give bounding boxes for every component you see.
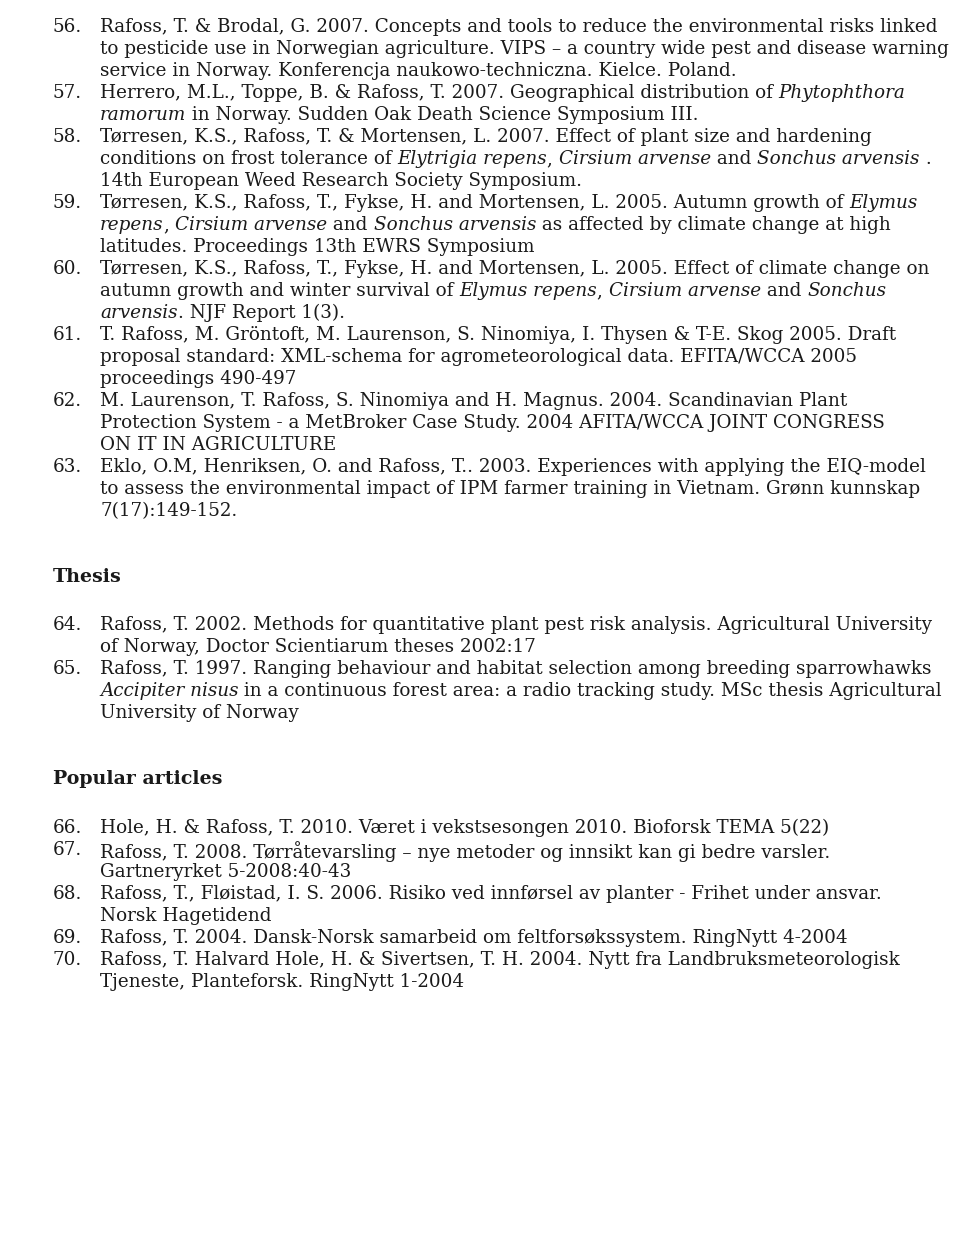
- Text: 66.: 66.: [53, 818, 83, 837]
- Text: University of Norway: University of Norway: [100, 704, 299, 723]
- Text: Tørresen, K.S., Rafoss, T., Fykse, H. and Mortensen, L. 2005. Effect of climate : Tørresen, K.S., Rafoss, T., Fykse, H. an…: [100, 260, 929, 278]
- Text: 68.: 68.: [53, 884, 83, 903]
- Text: Popular articles: Popular articles: [53, 770, 223, 789]
- Text: 64.: 64.: [53, 616, 83, 635]
- Text: Accipiter nisus: Accipiter nisus: [100, 682, 238, 700]
- Text: Tørresen, K.S., Rafoss, T., Fykse, H. and Mortensen, L. 2005. Autumn growth of: Tørresen, K.S., Rafoss, T., Fykse, H. an…: [100, 194, 850, 212]
- Text: 56.: 56.: [53, 17, 83, 36]
- Text: Norsk Hagetidend: Norsk Hagetidend: [100, 907, 272, 925]
- Text: 70.: 70.: [53, 951, 83, 969]
- Text: proposal standard: XML-schema for agrometeorological data. EFITA/WCCA 2005: proposal standard: XML-schema for agrome…: [100, 348, 857, 366]
- Text: to assess the environmental impact of IPM farmer training in Vietnam. Grønn kunn: to assess the environmental impact of IP…: [100, 479, 920, 498]
- Text: Elytrigia repens: Elytrigia repens: [397, 150, 547, 168]
- Text: Rafoss, T., Fløistad, I. S. 2006. Risiko ved innførsel av planter - Frihet under: Rafoss, T., Fløistad, I. S. 2006. Risiko…: [100, 884, 881, 903]
- Text: Elymus repens: Elymus repens: [459, 282, 597, 301]
- Text: in a continuous forest area: a radio tracking study. MSc thesis Agricultural: in a continuous forest area: a radio tra…: [238, 682, 942, 700]
- Text: Sonchus arvensis: Sonchus arvensis: [757, 150, 920, 168]
- Text: Tørresen, K.S., Rafoss, T. & Mortensen, L. 2007. Effect of plant size and harden: Tørresen, K.S., Rafoss, T. & Mortensen, …: [100, 128, 872, 147]
- Text: 58.: 58.: [53, 128, 83, 147]
- Text: Phytophthora: Phytophthora: [779, 84, 905, 102]
- Text: and: and: [327, 216, 373, 233]
- Text: Eklo, O.M, Henriksen, O. and Rafoss, T.. 2003. Experiences with applying the EIQ: Eklo, O.M, Henriksen, O. and Rafoss, T..…: [100, 458, 925, 476]
- Text: ,: ,: [547, 150, 559, 168]
- Text: latitudes. Proceedings 13th EWRS Symposium: latitudes. Proceedings 13th EWRS Symposi…: [100, 238, 535, 256]
- Text: Herrero, M.L., Toppe, B. & Rafoss, T. 2007. Geographical distribution of: Herrero, M.L., Toppe, B. & Rafoss, T. 20…: [100, 84, 779, 102]
- Text: 65.: 65.: [53, 661, 83, 678]
- Text: autumn growth and winter survival of: autumn growth and winter survival of: [100, 282, 459, 301]
- Text: Sonchus: Sonchus: [807, 282, 886, 301]
- Text: to pesticide use in Norwegian agriculture. VIPS – a country wide pest and diseas: to pesticide use in Norwegian agricultur…: [100, 40, 948, 58]
- Text: arvensis: arvensis: [100, 304, 178, 322]
- Text: 67.: 67.: [53, 841, 83, 858]
- Text: and: and: [760, 282, 807, 301]
- Text: .: .: [920, 150, 931, 168]
- Text: Hole, H. & Rafoss, T. 2010. Været i vekstsesongen 2010. Bioforsk TEMA 5(22): Hole, H. & Rafoss, T. 2010. Været i veks…: [100, 818, 829, 837]
- Text: proceedings 490-497: proceedings 490-497: [100, 370, 297, 388]
- Text: Cirsium arvense: Cirsium arvense: [609, 282, 760, 301]
- Text: Tjeneste, Planteforsk. RingNytt 1-2004: Tjeneste, Planteforsk. RingNytt 1-2004: [100, 972, 464, 991]
- Text: as affected by climate change at high: as affected by climate change at high: [536, 216, 891, 233]
- Text: Rafoss, T. 2002. Methods for quantitative plant pest risk analysis. Agricultural: Rafoss, T. 2002. Methods for quantitativ…: [100, 616, 932, 635]
- Text: Protection System - a MetBroker Case Study. 2004 AFITA/WCCA JOINT CONGRESS: Protection System - a MetBroker Case Stu…: [100, 414, 885, 432]
- Text: 62.: 62.: [53, 392, 83, 410]
- Text: 69.: 69.: [53, 929, 83, 946]
- Text: 14th European Weed Research Society Symposium.: 14th European Weed Research Society Symp…: [100, 171, 582, 190]
- Text: in Norway. Sudden Oak Death Science Symposium III.: in Norway. Sudden Oak Death Science Symp…: [186, 106, 699, 124]
- Text: conditions on frost tolerance of: conditions on frost tolerance of: [100, 150, 397, 168]
- Text: and: and: [711, 150, 757, 168]
- Text: ,: ,: [597, 282, 609, 301]
- Text: Rafoss, T. 2004. Dansk-Norsk samarbeid om feltforsøkssystem. RingNytt 4-2004: Rafoss, T. 2004. Dansk-Norsk samarbeid o…: [100, 929, 848, 946]
- Text: Cirsium arvense: Cirsium arvense: [559, 150, 711, 168]
- Text: . NJF Report 1(3).: . NJF Report 1(3).: [178, 304, 345, 322]
- Text: Cirsium arvense: Cirsium arvense: [176, 216, 327, 233]
- Text: T. Rafoss, M. Gröntoft, M. Laurenson, S. Ninomiya, I. Thysen & T-E. Skog 2005. D: T. Rafoss, M. Gröntoft, M. Laurenson, S.…: [100, 325, 896, 344]
- Text: Rafoss, T. 1997. Ranging behaviour and habitat selection among breeding sparrowh: Rafoss, T. 1997. Ranging behaviour and h…: [100, 661, 931, 678]
- Text: ON IT IN AGRICULTURE: ON IT IN AGRICULTURE: [100, 436, 336, 455]
- Text: repens: repens: [100, 216, 163, 233]
- Text: Rafoss, T. 2008. Tørråtevarsling – nye metoder og innsikt kan gi bedre varsler.: Rafoss, T. 2008. Tørråtevarsling – nye m…: [100, 841, 830, 862]
- Text: 7(17):149-152.: 7(17):149-152.: [100, 502, 237, 520]
- Text: 57.: 57.: [53, 84, 83, 102]
- Text: 61.: 61.: [53, 325, 83, 344]
- Text: Rafoss, T. & Brodal, G. 2007. Concepts and tools to reduce the environmental ris: Rafoss, T. & Brodal, G. 2007. Concepts a…: [100, 17, 938, 36]
- Text: Elymus: Elymus: [850, 194, 918, 212]
- Text: service in Norway. Konferencja naukowo-techniczna. Kielce. Poland.: service in Norway. Konferencja naukowo-t…: [100, 62, 736, 79]
- Text: Gartneryrket 5-2008:40-43: Gartneryrket 5-2008:40-43: [100, 863, 351, 881]
- Text: Sonchus arvensis: Sonchus arvensis: [373, 216, 536, 233]
- Text: 60.: 60.: [53, 260, 83, 278]
- Text: M. Laurenson, T. Rafoss, S. Ninomiya and H. Magnus. 2004. Scandinavian Plant: M. Laurenson, T. Rafoss, S. Ninomiya and…: [100, 392, 848, 410]
- Text: Thesis: Thesis: [53, 568, 122, 586]
- Text: ramorum: ramorum: [100, 106, 186, 124]
- Text: 63.: 63.: [53, 458, 83, 476]
- Text: of Norway, Doctor Scientiarum theses 2002:17: of Norway, Doctor Scientiarum theses 200…: [100, 638, 536, 657]
- Text: 59.: 59.: [53, 194, 83, 212]
- Text: ,: ,: [163, 216, 176, 233]
- Text: Rafoss, T. Halvard Hole, H. & Sivertsen, T. H. 2004. Nytt fra Landbruksmeteorolo: Rafoss, T. Halvard Hole, H. & Sivertsen,…: [100, 951, 900, 969]
